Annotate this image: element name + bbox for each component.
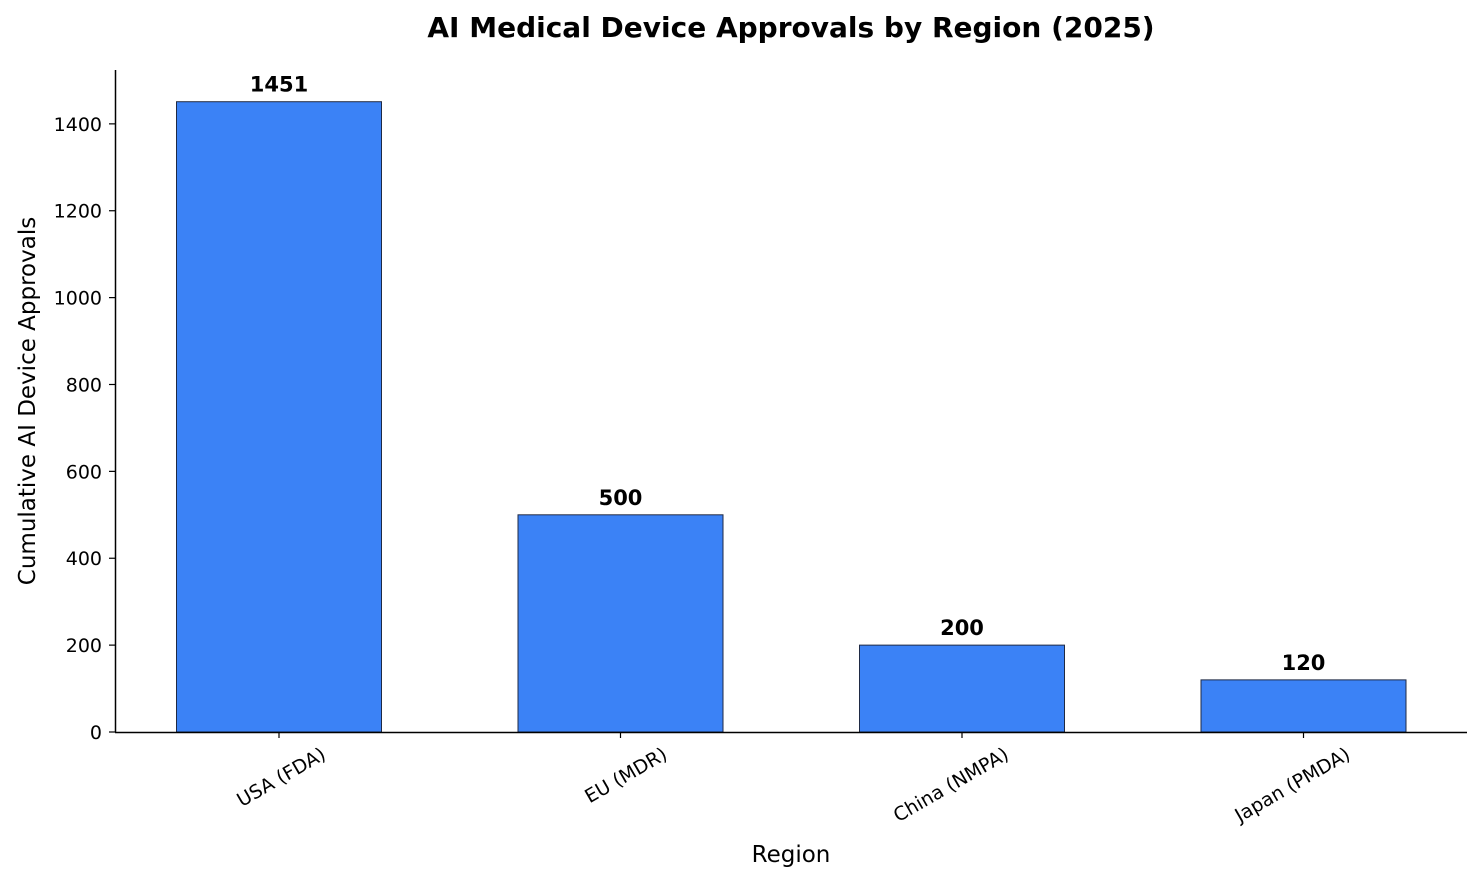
y-tick-label-0: 0 bbox=[90, 722, 102, 744]
y-tick-label-800: 800 bbox=[66, 374, 102, 396]
y-axis-label: Cumulative AI Device Approvals bbox=[15, 217, 41, 585]
x-tick-label-china-nmpa: China (NMPA) bbox=[890, 743, 1013, 827]
data-label-japan-pmda: 120 bbox=[1282, 651, 1326, 675]
chart-title: AI Medical Device Approvals by Region (2… bbox=[427, 11, 1154, 44]
x-axis-label: Region bbox=[752, 842, 831, 868]
bar-japan-pmda bbox=[1200, 679, 1407, 733]
y-tick-label-1000: 1000 bbox=[54, 288, 102, 310]
y-ticks-group: 0 200 400 600 800 1000 1200 1400 bbox=[54, 114, 115, 744]
data-label-usa-fda: 1451 bbox=[250, 73, 308, 97]
y-tick-label-1200: 1200 bbox=[54, 201, 102, 223]
y-tick-label-600: 600 bbox=[66, 461, 102, 483]
bar-eu-mdr bbox=[517, 514, 724, 733]
x-tick-label-usa-fda: USA (FDA) bbox=[233, 743, 329, 811]
y-tick-label-1400: 1400 bbox=[54, 114, 102, 136]
y-tick-label-400: 400 bbox=[66, 548, 102, 570]
bar-usa-fda bbox=[176, 101, 382, 733]
y-tick-label-200: 200 bbox=[66, 635, 102, 657]
x-tick-label-japan-pmda: Japan (PMDA) bbox=[1230, 743, 1354, 827]
bar-china-nmpa bbox=[859, 644, 1065, 733]
data-label-eu-mdr: 500 bbox=[599, 486, 643, 510]
data-label-china-nmpa: 200 bbox=[940, 616, 984, 640]
data-labels-group: 1451 500 200 120 bbox=[250, 73, 1326, 675]
bars-group bbox=[176, 101, 1407, 733]
x-ticks-group: USA (FDA) EU (MDR) China (NMPA) Japan (PMDA… bbox=[233, 732, 1354, 827]
x-tick-label-eu-mdr: EU (MDR) bbox=[581, 743, 671, 808]
